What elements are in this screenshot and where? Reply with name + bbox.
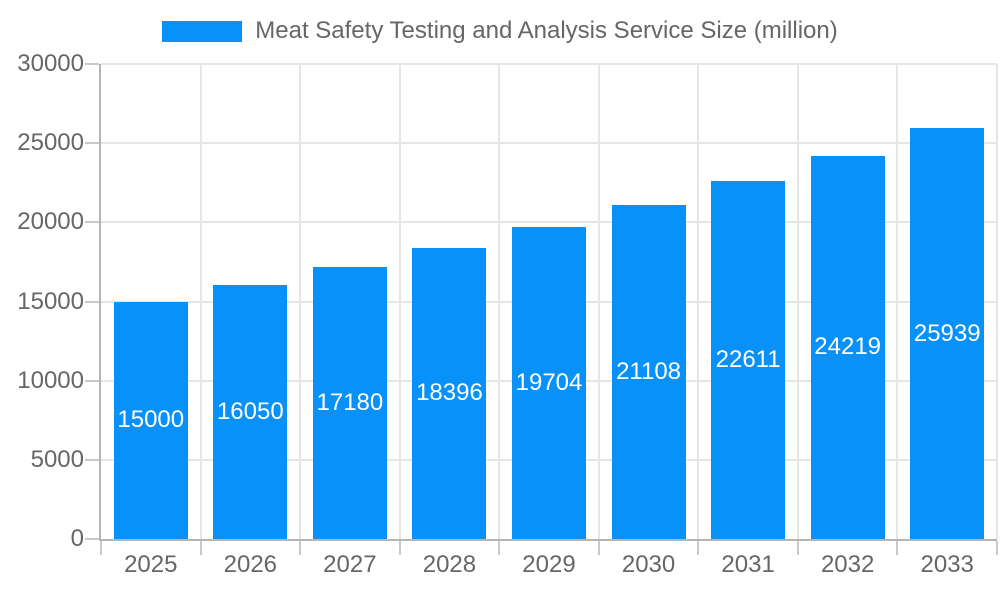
y-tick-label: 10000	[17, 366, 84, 394]
bar-value-label: 19704	[515, 369, 583, 397]
x-tick-mark	[100, 541, 102, 555]
bar-2029[interactable]: 19704	[512, 227, 586, 539]
x-tick-mark	[398, 541, 401, 555]
bar-value-label: 17180	[316, 388, 384, 416]
bar-value-label: 21108	[616, 357, 682, 385]
x-tick-label: 2027	[323, 551, 377, 578]
y-tick-mark	[85, 458, 99, 461]
y-tick-label: 15000	[17, 287, 84, 315]
x-tick-mark	[299, 541, 302, 555]
bar-2032[interactable]: 24219	[810, 155, 885, 539]
x-tick-label: 2028	[422, 551, 477, 578]
chart-plot-area: 15000 16050 17180 18396 19704 21108 22611 24219…	[85, 63, 998, 555]
x-tick-mark	[796, 541, 799, 555]
x-gridline	[398, 64, 401, 539]
legend: Meat Safety Testing and Analysis Service…	[0, 17, 1000, 45]
x-tick-mark	[896, 541, 899, 555]
x-tick-mark	[996, 541, 998, 555]
y-tick-label: 25000	[17, 129, 84, 157]
bar-2033[interactable]: 25939	[910, 128, 985, 539]
legend-label: Meat Safety Testing and Analysis Service…	[255, 17, 838, 44]
x-gridline	[796, 64, 799, 539]
x-tick-label: 2029	[522, 551, 576, 578]
bar-2031[interactable]: 22611	[711, 181, 786, 539]
bar-2030[interactable]: 21108	[611, 204, 686, 539]
y-gridline	[101, 221, 997, 224]
x-tick-label: 2031	[721, 551, 775, 578]
bar-value-label: 25939	[913, 319, 981, 347]
bar-value-label: 15000	[117, 406, 185, 434]
x-gridline	[299, 64, 302, 539]
x-gridline	[498, 64, 501, 539]
x-tick-mark	[697, 541, 700, 555]
y-tick-label: 30000	[17, 50, 84, 77]
bar-2027[interactable]: 17180	[312, 266, 387, 539]
x-tick-label: 2025	[124, 551, 178, 578]
y-tick-mark	[85, 63, 99, 65]
y-tick-mark	[85, 142, 99, 145]
bar-2026[interactable]: 16050	[213, 284, 288, 539]
y-tick-mark	[85, 300, 99, 303]
x-gridline	[597, 64, 600, 539]
x-tick-label: 2030	[621, 551, 676, 578]
y-tick-label: 0	[70, 525, 84, 552]
bar-value-label: 18396	[416, 379, 483, 407]
x-gridline	[697, 64, 700, 539]
bar-2028[interactable]: 18396	[412, 247, 487, 539]
x-tick-label: 2033	[920, 551, 974, 578]
legend-item[interactable]: Meat Safety Testing and Analysis Service…	[162, 17, 838, 45]
x-tick-mark	[199, 541, 202, 555]
bar-2025[interactable]: 15000	[113, 301, 188, 539]
y-tick-label: 20000	[17, 208, 84, 236]
x-tick-label: 2026	[223, 551, 278, 578]
bar-value-label: 22611	[715, 346, 781, 373]
bar-value-label: 16050	[216, 397, 284, 425]
bar-value-label: 24219	[814, 333, 882, 361]
y-tick-label: 5000	[30, 445, 84, 473]
x-tick-mark	[498, 541, 501, 555]
y-tick-mark	[85, 221, 99, 224]
legend-swatch-icon	[162, 20, 243, 42]
y-tick-mark	[85, 379, 99, 382]
x-tick-mark	[597, 541, 600, 555]
y-gridline	[101, 142, 997, 145]
y-gridline	[101, 63, 997, 65]
x-gridline	[996, 64, 998, 539]
x-gridline	[896, 64, 899, 539]
x-tick-label: 2032	[820, 551, 875, 578]
y-tick-mark	[85, 538, 99, 540]
x-gridline	[199, 64, 202, 539]
